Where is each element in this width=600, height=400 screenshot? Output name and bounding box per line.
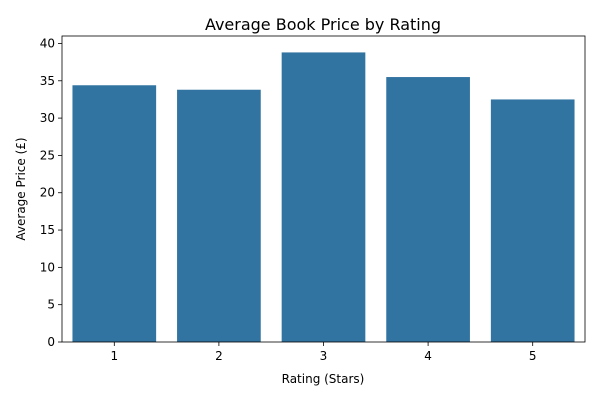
bar-5 <box>490 99 575 342</box>
bar-3 <box>281 52 366 342</box>
x-tick-label-5: 5 <box>529 349 537 363</box>
axes-frame <box>61 35 586 343</box>
x-axis-label: Rating (Stars) <box>282 372 365 386</box>
bar-4 <box>386 77 470 343</box>
y-axis: 0 5 10 15 20 25 30 35 40 <box>40 36 62 349</box>
x-tick-label-3: 3 <box>320 349 328 363</box>
y-tick-label-40: 40 <box>40 36 55 50</box>
bars-group <box>72 52 575 343</box>
y-tick-label-10: 10 <box>40 260 55 274</box>
y-tick-label-5: 5 <box>47 298 55 312</box>
x-tick-label-1: 1 <box>110 349 118 363</box>
y-tick-label-30: 30 <box>40 111 55 125</box>
x-tick-label-4: 4 <box>424 349 432 363</box>
bar-2 <box>177 89 261 342</box>
y-tick-label-25: 25 <box>40 148 55 162</box>
x-axis: 1 2 3 4 5 <box>110 342 537 363</box>
x-tick-label-2: 2 <box>215 349 223 363</box>
bar-1 <box>72 85 157 342</box>
y-axis-label: Average Price (£) <box>14 137 28 240</box>
y-tick-label-20: 20 <box>40 186 55 200</box>
y-tick-label-15: 15 <box>40 223 55 237</box>
chart-title: Average Book Price by Rating <box>205 15 441 34</box>
y-tick-label-35: 35 <box>40 74 55 88</box>
y-tick-label-0: 0 <box>47 335 55 349</box>
